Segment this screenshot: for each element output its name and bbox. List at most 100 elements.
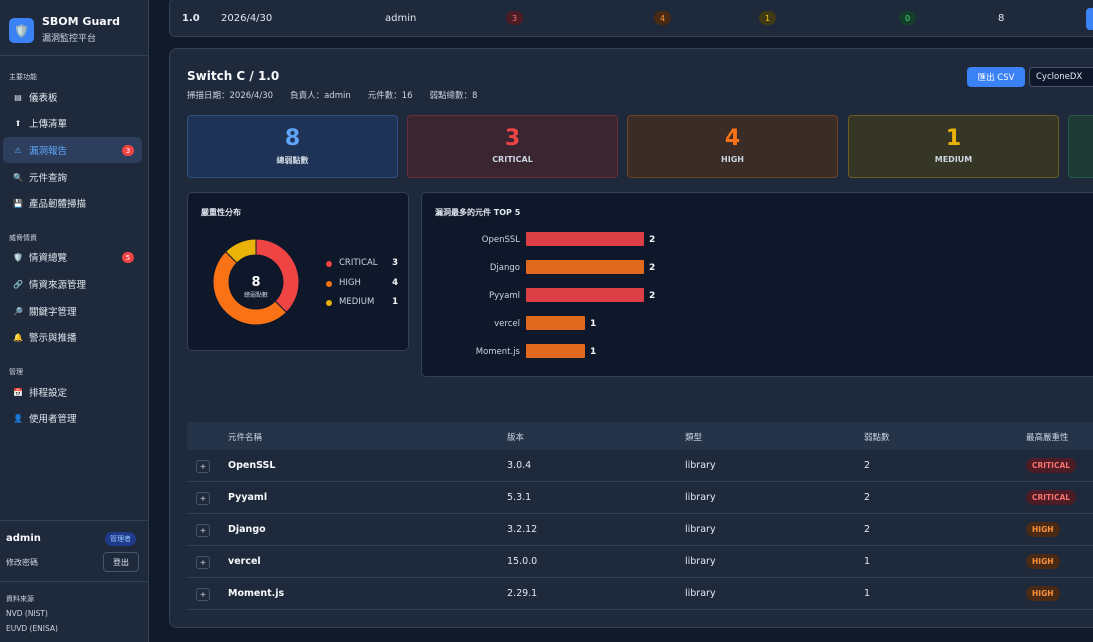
sidebar-item-vuln-report[interactable]: ⚠ 漏洞報告 3 [3, 137, 142, 163]
version-cell: 1.0 [182, 13, 200, 24]
sidebar-item-upload[interactable]: ⬆ 上傳清單 [3, 110, 142, 136]
stat-value: 8 [284, 126, 301, 151]
bar-value-label: 1 [590, 347, 596, 357]
component-version: 5.3.1 [507, 492, 532, 503]
expand-button[interactable]: + [196, 524, 210, 537]
sidebar-item-label: 警示與推播 [29, 333, 77, 344]
high-count-pill: 4 [654, 11, 671, 25]
legend-value: 4 [392, 278, 398, 288]
date-cell: 2026/4/30 [221, 13, 273, 24]
component-type: library [685, 556, 716, 567]
count-badge: 5 [122, 252, 134, 263]
severity-badge: HIGH [1026, 586, 1060, 601]
bar-category-label: Django [490, 263, 520, 273]
bar-openssl [526, 232, 644, 246]
version-row[interactable]: 1.0 2026/4/30 admin 3 4 1 0 8 [169, 0, 1093, 37]
legend-dot [326, 281, 332, 287]
key-search-icon: 🔎 [13, 306, 23, 316]
dashboard-icon: ▤ [14, 92, 22, 102]
sidebar-item-label: 產品韌體掃描 [29, 199, 87, 210]
stat-low [1068, 115, 1093, 178]
sidebar-item-keywords[interactable]: 🔎 關鍵字管理 [3, 298, 142, 324]
report-panel: Switch C / 1.0 掃描日期：2026/4/30 負責人：admin … [169, 48, 1093, 628]
stat-label: CRITICAL [492, 155, 533, 164]
expand-button[interactable]: + [196, 460, 210, 473]
section-title-main: 主要功能 [9, 73, 37, 81]
bar-category-label: Moment.js [476, 347, 521, 357]
severity-distribution-card: 嚴重性分布 8 總弱點數 CRITICAL 3 HIGH 4 MEDIUM 1 [187, 192, 409, 351]
component-type: library [685, 460, 716, 471]
section-title-threat: 威脅情資 [9, 234, 37, 242]
view-button[interactable] [1086, 8, 1093, 30]
legend-dot [326, 261, 332, 267]
total-cell: 8 [998, 13, 1005, 24]
stat-total: 8 總弱點數 [187, 115, 398, 178]
donut-slice-medium [224, 238, 257, 264]
legend-value: 3 [392, 258, 398, 268]
brand: 🛡️ SBOM Guard 漏洞監控平台 [0, 0, 148, 56]
expand-button[interactable]: + [196, 588, 210, 601]
expand-button[interactable]: + [196, 492, 210, 505]
sidebar: 🛡️ SBOM Guard 漏洞監控平台 主要功能 ▤ 儀表板 ⬆ 上傳清單 ⚠… [0, 0, 149, 642]
column-header-max-severity[interactable]: 最高嚴重性 [1026, 433, 1069, 443]
report-meta: 掃描日期：2026/4/30 負責人：admin 元件數：16 弱點總數：8 [187, 91, 478, 101]
format-select[interactable]: CycloneDX [1029, 67, 1093, 87]
data-source-item: NVD (NIST) [6, 609, 48, 618]
table-row[interactable]: + Pyyaml 5.3.1 library 2 CRITICAL [187, 482, 1093, 514]
bar-category-label: OpenSSL [482, 235, 520, 245]
stat-label: MEDIUM [934, 155, 973, 164]
stat-value: 1 [945, 126, 962, 151]
sidebar-item-label: 關鍵字管理 [29, 307, 77, 318]
stat-label: HIGH [721, 155, 744, 164]
expand-button[interactable]: + [196, 556, 210, 569]
bar-value-label: 2 [649, 291, 655, 301]
change-password-link[interactable]: 修改密碼 [6, 558, 38, 567]
upload-icon: ⬆ [14, 118, 22, 128]
bar-category-label: vercel [494, 319, 520, 329]
table-row[interactable]: + Django 3.2.12 library 2 HIGH [187, 514, 1093, 546]
report-title: Switch C / 1.0 [187, 69, 280, 83]
severity-donut: 8 總弱點數 [212, 238, 300, 326]
sidebar-item-intel-sources[interactable]: 🔗 情資來源管理 [3, 271, 142, 297]
table-row[interactable]: + OpenSSL 3.0.4 library 2 CRITICAL [187, 450, 1093, 482]
sidebar-item-schedule[interactable]: 📅 排程設定 [3, 379, 142, 405]
sidebar-item-intel-overview[interactable]: 🛡️ 情資總覽 5 [3, 244, 142, 270]
data-source-item: EUVD (ENISA) [6, 624, 58, 633]
critical-count-pill: 3 [506, 11, 523, 25]
user-icon: 👤 [13, 413, 23, 423]
calendar-icon: 📅 [13, 387, 23, 397]
sidebar-item-component-search[interactable]: 🔍 元件查詢 [3, 164, 142, 190]
table-row[interactable]: + vercel 15.0.0 library 1 HIGH [187, 546, 1093, 578]
column-header-version[interactable]: 版本 [507, 433, 525, 443]
legend-item-high: HIGH 4 [326, 278, 398, 290]
sidebar-item-firmware-scan[interactable]: 💾 產品韌體掃描 [3, 190, 142, 216]
sidebar-item-dashboard[interactable]: ▤ 儀表板 [3, 84, 142, 110]
export-csv-button[interactable]: 匯出 CSV [967, 67, 1025, 87]
bar-value-label: 2 [649, 235, 655, 245]
bar-category-label: Pyyaml [489, 291, 520, 301]
legend-name: HIGH [339, 278, 361, 288]
legend-name: MEDIUM [339, 297, 375, 307]
legend-name: CRITICAL [339, 258, 378, 268]
component-name: Moment.js [228, 588, 285, 599]
column-header-vuln-count[interactable]: 弱點數 [864, 433, 890, 443]
column-header-name[interactable]: 元件名稱 [228, 433, 263, 443]
sidebar-item-label: 上傳清單 [29, 119, 68, 130]
component-name: Pyyaml [228, 492, 268, 503]
warning-icon: ⚠ [14, 145, 22, 155]
component-type: library [685, 492, 716, 503]
owner-cell: admin [385, 13, 417, 24]
count-badge: 3 [122, 145, 134, 156]
shield-icon: 🛡️ [13, 252, 23, 262]
sidebar-item-alerts[interactable]: 🔔 警示與推播 [3, 324, 142, 350]
severity-badge: HIGH [1026, 554, 1060, 569]
donut-slice-high [212, 250, 288, 326]
donut-slice-critical [255, 238, 300, 314]
component-version: 2.29.1 [507, 588, 538, 599]
column-header-type[interactable]: 類型 [685, 433, 703, 443]
sidebar-item-users[interactable]: 👤 使用者管理 [3, 405, 142, 431]
component-version: 3.2.12 [507, 524, 538, 535]
legend-dot [326, 300, 332, 306]
logout-button[interactable]: 登出 [103, 552, 139, 572]
table-row[interactable]: + Moment.js 2.29.1 library 1 HIGH [187, 578, 1093, 610]
